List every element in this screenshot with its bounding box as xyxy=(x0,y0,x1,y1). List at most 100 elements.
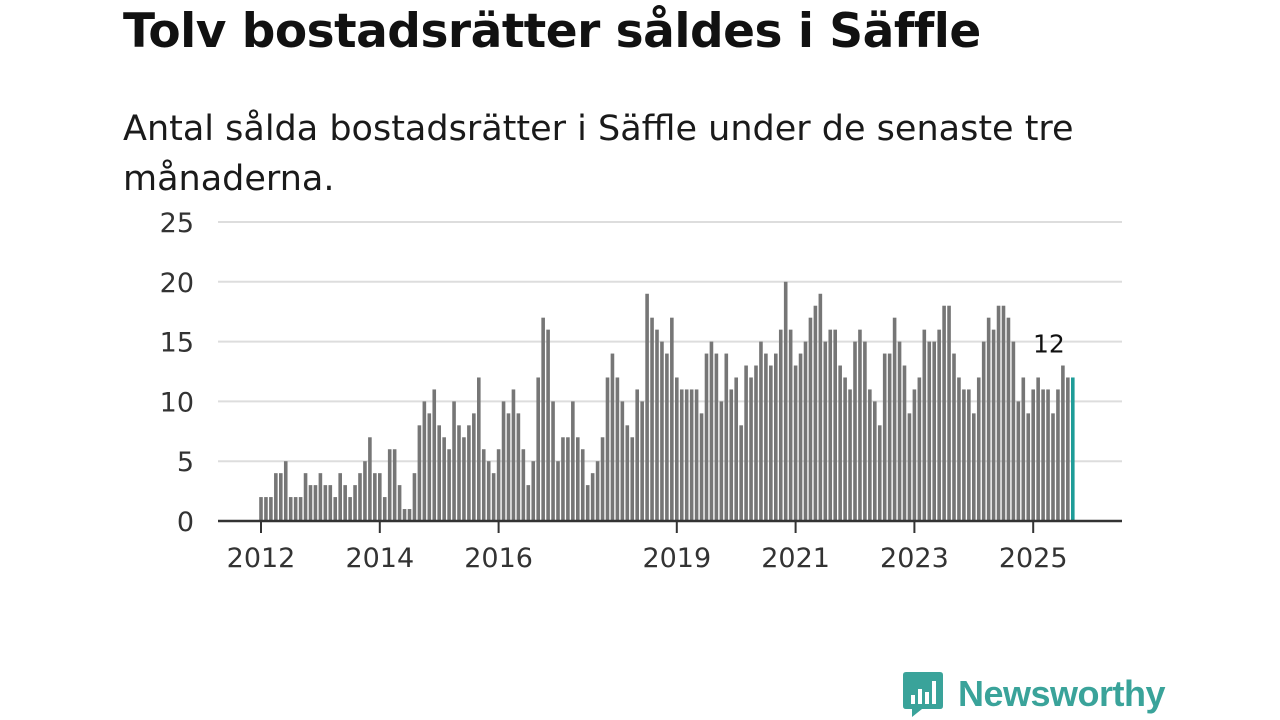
bar xyxy=(1021,377,1026,521)
bar xyxy=(437,425,441,521)
y-tick-label: 5 xyxy=(177,447,194,478)
bar xyxy=(496,449,501,521)
y-tick-label: 10 xyxy=(160,387,194,418)
bar xyxy=(620,401,625,521)
bar xyxy=(501,401,506,521)
bar xyxy=(585,485,590,521)
bar xyxy=(298,497,303,521)
bar xyxy=(922,329,927,521)
bar xyxy=(699,413,704,521)
bar xyxy=(863,341,867,521)
bar xyxy=(798,353,803,521)
bar xyxy=(848,389,852,521)
bar xyxy=(1046,389,1050,521)
bar xyxy=(274,473,278,521)
bar xyxy=(576,437,580,521)
bar xyxy=(981,341,986,521)
bar xyxy=(402,509,407,521)
bar xyxy=(635,389,639,521)
brand-name: Newsworthy xyxy=(958,673,1166,714)
bar xyxy=(729,389,734,521)
bar xyxy=(902,365,907,521)
bar xyxy=(328,485,333,521)
bar xyxy=(689,389,694,521)
bar xyxy=(447,449,451,521)
bar xyxy=(744,365,748,521)
bar xyxy=(417,425,422,521)
bar xyxy=(818,293,823,521)
bar xyxy=(571,401,575,521)
bar xyxy=(1016,401,1021,521)
x-tick-label: 2021 xyxy=(761,543,830,574)
bar xyxy=(749,377,753,521)
bar xyxy=(887,353,892,521)
bar xyxy=(536,377,540,521)
bar xyxy=(947,305,951,521)
bar xyxy=(714,353,719,521)
bar xyxy=(892,317,897,521)
bar xyxy=(684,389,689,521)
bar xyxy=(378,473,382,521)
bar xyxy=(293,497,298,521)
chart-subtitle: Antal sålda bostadsrätter i Säffle under… xyxy=(123,109,1074,199)
bar xyxy=(481,449,486,521)
bar xyxy=(363,461,367,521)
bar xyxy=(308,485,313,521)
bar xyxy=(932,341,936,521)
bar xyxy=(486,461,491,521)
bar xyxy=(358,473,362,521)
bar xyxy=(1066,377,1070,521)
bar xyxy=(333,497,338,521)
bar xyxy=(927,341,932,521)
bar xyxy=(452,401,456,521)
bar xyxy=(882,353,887,521)
bar xyxy=(343,485,347,521)
bar xyxy=(392,449,397,521)
bar xyxy=(694,389,699,521)
bar xyxy=(526,485,531,521)
bar xyxy=(793,365,798,521)
bar xyxy=(368,437,372,521)
bar xyxy=(917,377,922,521)
bar xyxy=(1061,365,1065,521)
bar xyxy=(462,437,466,521)
bar xyxy=(1026,413,1031,521)
bar xyxy=(778,329,783,521)
bar xyxy=(912,389,917,521)
bar xyxy=(660,341,664,521)
bar xyxy=(397,485,402,521)
bar xyxy=(516,413,521,521)
bar xyxy=(986,317,991,521)
bar xyxy=(506,413,511,521)
bar xyxy=(373,473,377,521)
bar xyxy=(566,437,570,521)
y-tick-label: 0 xyxy=(177,507,194,538)
bar xyxy=(843,377,847,521)
bar xyxy=(541,317,545,521)
bar xyxy=(650,317,654,521)
bar xyxy=(665,353,669,521)
bar xyxy=(457,425,461,521)
bar xyxy=(600,437,605,521)
bar xyxy=(764,353,768,521)
bar xyxy=(991,329,996,521)
bar xyxy=(625,425,630,521)
brand-logo: Newsworthy xyxy=(902,670,1166,718)
bar xyxy=(719,401,724,521)
bar xyxy=(877,425,882,521)
bar xyxy=(952,353,956,521)
bar xyxy=(645,293,649,521)
bar xyxy=(1051,413,1055,521)
bar xyxy=(937,329,941,521)
bar xyxy=(546,329,550,521)
bar xyxy=(655,329,659,521)
bar xyxy=(412,473,417,521)
bar xyxy=(808,317,813,521)
bar xyxy=(823,341,828,521)
bar xyxy=(828,329,833,521)
bar xyxy=(407,509,412,521)
bar xyxy=(972,413,976,521)
bar xyxy=(640,401,644,521)
bar xyxy=(521,449,526,521)
bar xyxy=(422,401,427,521)
